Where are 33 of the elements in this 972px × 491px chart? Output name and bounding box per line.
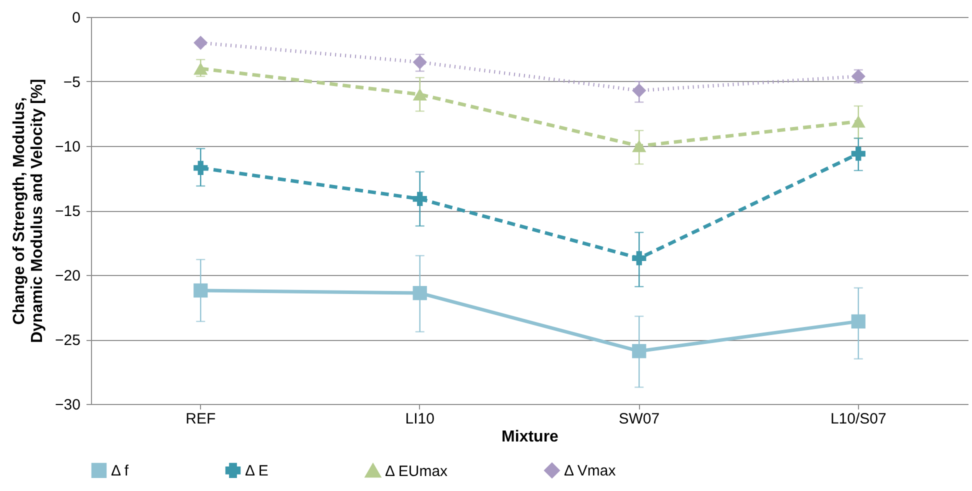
legend-label: Δ EUmax xyxy=(385,462,448,480)
point xyxy=(851,314,866,329)
legend-label: Δ Vmax xyxy=(564,462,616,480)
point xyxy=(851,69,866,84)
y-tick-label: −20 xyxy=(55,268,80,284)
point xyxy=(632,140,646,152)
y-tick-label: −10 xyxy=(55,138,80,156)
y-tick-label: −15 xyxy=(55,203,80,220)
y-axis-title: Change of Strength, Modulus, Dynamic Modulus and Velocity [%] xyxy=(11,78,46,344)
point xyxy=(632,251,646,266)
x-tick-label: L10/S07 xyxy=(830,410,886,428)
point xyxy=(412,286,427,300)
x-tick-label: REF xyxy=(186,410,216,428)
point xyxy=(632,83,646,98)
legend-label: Δ E xyxy=(245,462,268,480)
point xyxy=(194,62,208,75)
x-tick-label: SW07 xyxy=(618,410,660,428)
y-tick-label: −30 xyxy=(55,396,80,414)
point xyxy=(194,160,208,175)
point xyxy=(412,192,427,206)
y-tick-label: −5 xyxy=(63,74,80,91)
x-axis-title: Mixture xyxy=(502,428,559,446)
x-tick-label: LI10 xyxy=(405,410,434,428)
y-tick-label: −25 xyxy=(55,332,80,349)
legend-label: Δ f xyxy=(111,462,130,480)
point xyxy=(412,55,427,70)
y-tick-label: 0 xyxy=(72,10,80,26)
point xyxy=(851,115,866,128)
point xyxy=(412,88,427,101)
point xyxy=(194,36,208,50)
point xyxy=(851,146,866,161)
point xyxy=(632,344,646,358)
point xyxy=(194,283,208,298)
